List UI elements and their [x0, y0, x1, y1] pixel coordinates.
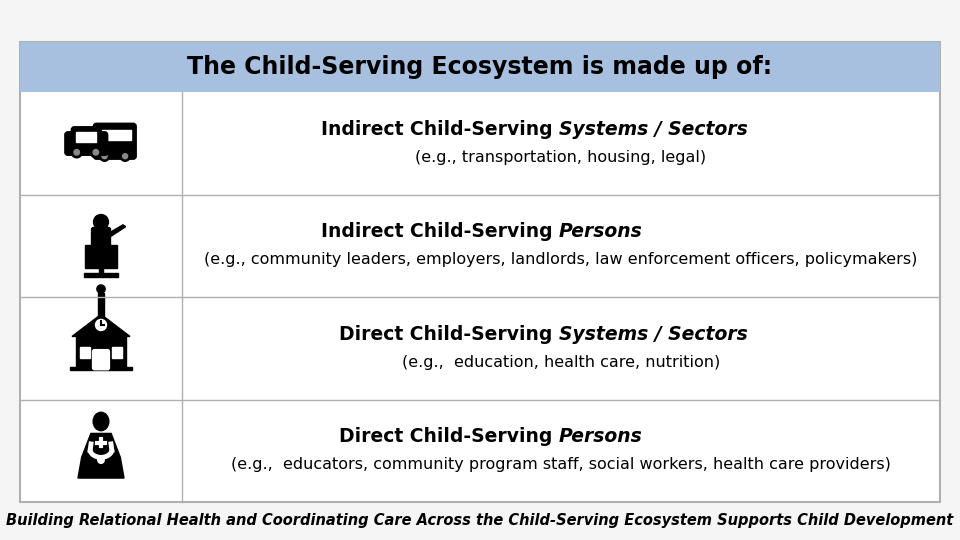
- FancyBboxPatch shape: [91, 227, 110, 247]
- Polygon shape: [108, 225, 126, 236]
- Text: Direct Child-Serving: Direct Child-Serving: [339, 325, 559, 344]
- Text: Persons: Persons: [559, 222, 643, 241]
- Circle shape: [90, 147, 102, 158]
- Circle shape: [74, 150, 80, 155]
- Bar: [70, 367, 132, 369]
- Polygon shape: [78, 434, 124, 478]
- Bar: [83, 127, 90, 130]
- Text: Direct Child-Serving: Direct Child-Serving: [339, 427, 559, 446]
- Text: (e.g.,  educators, community program staff, social workers, health care provider: (e.g., educators, community program staf…: [231, 457, 891, 472]
- Text: Persons: Persons: [559, 427, 643, 446]
- Bar: [20, 42, 940, 92]
- Bar: [76, 336, 127, 368]
- Ellipse shape: [93, 412, 108, 431]
- Text: Indirect Child-Serving: Indirect Child-Serving: [321, 222, 559, 241]
- Circle shape: [95, 320, 107, 330]
- Bar: [85, 245, 117, 268]
- Text: Systems / Sectors: Systems / Sectors: [559, 325, 748, 344]
- Text: The Child-Serving Ecosystem is made up of:: The Child-Serving Ecosystem is made up o…: [187, 55, 773, 79]
- Bar: [99, 268, 104, 275]
- Text: Systems / Sectors: Systems / Sectors: [559, 120, 748, 139]
- Text: (e.g.,  education, health care, nutrition): (e.g., education, health care, nutrition…: [402, 355, 720, 370]
- Circle shape: [93, 246, 98, 251]
- Bar: [99, 130, 131, 140]
- Circle shape: [102, 154, 107, 159]
- FancyBboxPatch shape: [65, 132, 108, 156]
- Text: (e.g., transportation, housing, legal): (e.g., transportation, housing, legal): [416, 150, 707, 165]
- Circle shape: [93, 150, 99, 155]
- Text: Indirect Child-Serving: Indirect Child-Serving: [321, 120, 559, 139]
- Polygon shape: [72, 314, 130, 336]
- Text: (e.g., community leaders, employers, landlords, law enforcement officers, policy: (e.g., community leaders, employers, lan…: [204, 252, 918, 267]
- Bar: [99, 293, 104, 316]
- Circle shape: [123, 154, 128, 159]
- Circle shape: [120, 151, 131, 161]
- Bar: [20, 42, 940, 502]
- Circle shape: [98, 457, 105, 463]
- Bar: [76, 132, 96, 142]
- FancyBboxPatch shape: [93, 123, 136, 159]
- FancyBboxPatch shape: [71, 127, 101, 146]
- Bar: [81, 348, 90, 357]
- Bar: [84, 273, 118, 276]
- Circle shape: [100, 151, 109, 161]
- FancyBboxPatch shape: [92, 349, 109, 370]
- Circle shape: [93, 214, 108, 230]
- Bar: [111, 348, 122, 357]
- Circle shape: [71, 147, 83, 158]
- Text: Building Relational Health and Coordinating Care Across the Child-Serving Ecosys: Building Relational Health and Coordinat…: [7, 512, 953, 528]
- Circle shape: [97, 285, 106, 293]
